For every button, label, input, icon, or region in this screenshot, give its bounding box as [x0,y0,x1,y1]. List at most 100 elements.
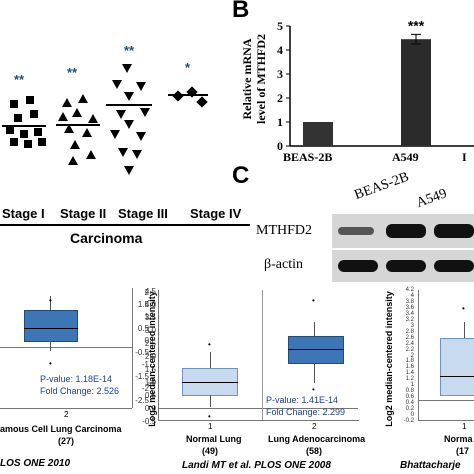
zero-line [0,347,132,348]
data-point [172,90,184,102]
ytick: -1.5 [135,372,149,381]
ytick: 4.0 [144,300,156,309]
data-point [68,156,78,165]
box [24,310,78,342]
zero-line [158,408,358,409]
lane-label-a549: A549 [414,186,449,212]
category-label-adeno: Lung Adenocarcinoma [268,434,366,444]
ytick: 3.5 [144,313,156,322]
y-tick-label: 2 [277,91,283,105]
ytick: 1.2 [405,376,414,383]
mean-line [2,125,46,127]
mean-line [106,104,152,106]
data-point [88,114,98,123]
fold-change-text: Fold Change: 2.526 [40,386,120,396]
whisker [314,322,315,336]
data-point [34,128,42,136]
mean-line [56,124,100,126]
data-point [24,140,32,148]
panel-c-letter: C [232,162,250,189]
significance-stage-4: * [185,60,191,75]
category-n: (27) [58,436,75,446]
ytick: 3.6 [405,304,414,311]
whisker [210,395,211,407]
box [440,338,474,396]
outlier: • [462,304,465,313]
y-tick-label: 3 [277,67,283,81]
ytick: 1 [144,312,149,321]
ytick: 0.8 [405,388,414,395]
ytick: -0.2 [403,418,414,424]
category-index: 2 [64,410,69,419]
band [338,260,378,272]
category-index: 2 [312,422,317,431]
ytick: 1.4 [405,370,414,377]
outlier: • [312,385,315,394]
ytick: 1.8 [405,358,414,365]
band [434,224,474,238]
data-point [30,110,38,118]
outlier: • [208,412,211,421]
ytick: -2.5 [135,396,149,405]
plot-area [158,290,359,421]
data-point [86,150,96,159]
significance-label: *** [408,20,425,33]
band [434,260,474,272]
category-index: 1 [462,422,467,431]
error-bar [411,33,421,45]
category-label: amous Cell Lung Carcinoma [0,424,122,434]
median [288,349,344,350]
whisker [314,363,315,383]
blot-actin [332,250,474,282]
data-point [20,130,28,138]
citation: Bhattacharje [400,460,461,471]
group-bracket [0,224,250,226]
whisker [464,322,465,338]
significance-stage-1: ** [14,72,25,87]
y-axis-ticks: 0 1 2 3 4 5 [277,20,290,153]
outlier: • [208,340,211,349]
y-tick-label: 5 [277,20,283,33]
fold-change-text: Fold Change: 2.299 [266,407,346,417]
significance-stage-2: ** [67,65,78,80]
ytick: 3.8 [405,298,414,305]
outlier: • [49,296,52,305]
whisker [50,296,51,310]
citation: LOS ONE 2010 [0,458,71,469]
ytick: 2.2 [405,346,414,353]
ytick: -2 [141,384,149,393]
bars: *** [303,20,431,147]
stage-label-1: Stage I [2,206,45,221]
ytick: 3.0 [144,326,156,335]
ylabel-line-1: Relative mRNA [240,38,254,120]
category-label: Norma [444,434,473,444]
data-point [62,98,72,107]
outlier: • [49,359,52,368]
pvalue-text: P-value: 1.41E-14 [266,395,339,405]
data-point [10,100,18,108]
data-point [196,96,208,108]
ytick: 1.5 [137,300,149,309]
category-n: (49) [202,446,219,456]
data-point [6,126,14,134]
data-point [112,80,122,89]
data-point [136,132,146,141]
data-point [10,138,18,146]
category-label-normal: Normal Lung [186,434,242,444]
band [386,260,426,272]
ytick: 1.5 [144,365,156,374]
row-label-actin: β-actin [264,257,303,272]
ytick: 2.4 [405,340,414,347]
data-point [14,114,22,122]
plot-area [0,288,133,408]
outlier: • [312,296,315,305]
mean-line [168,94,208,96]
ytick: 4.5 [144,287,156,296]
data-point [116,110,126,119]
ytick: 0 [144,336,149,345]
ytick: 4 [410,292,414,299]
ytick: 0.6 [405,394,414,401]
box [288,336,344,364]
ytick: 1.6 [405,364,414,371]
bar-a549 [401,39,431,147]
